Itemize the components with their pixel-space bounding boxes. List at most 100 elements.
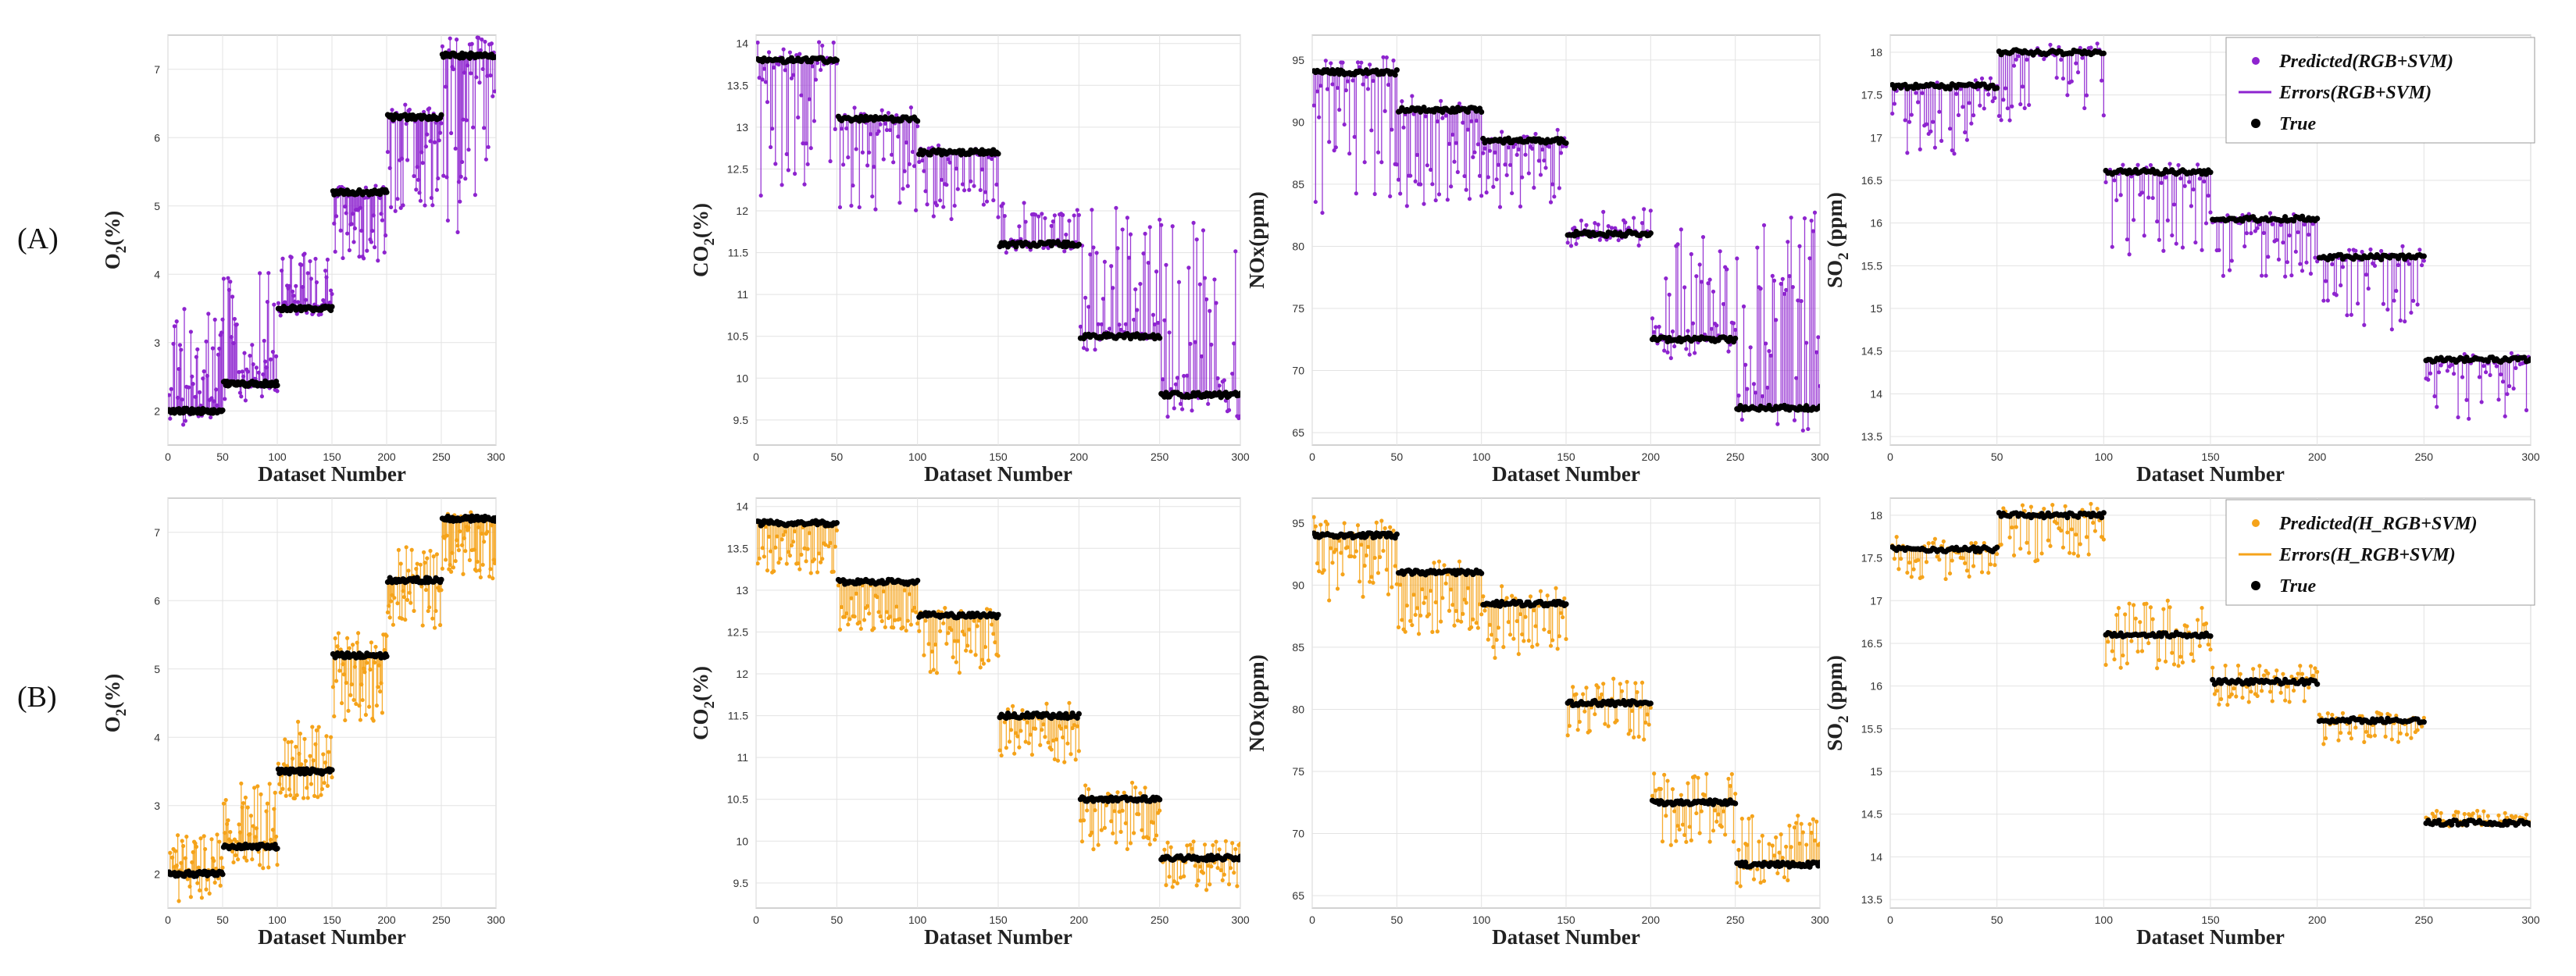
predicted-point <box>2101 113 2106 118</box>
predicted-point <box>415 561 419 566</box>
predicted-point <box>376 258 380 263</box>
predicted-point <box>2417 248 2422 252</box>
predicted-point <box>396 547 401 552</box>
predicted-point <box>1172 406 1176 411</box>
predicted-point <box>440 44 445 49</box>
predicted-point <box>2203 221 2209 226</box>
predicted-point <box>2011 63 2017 68</box>
predicted-point <box>1481 151 1486 155</box>
predicted-point <box>2059 57 2064 62</box>
predicted-point <box>2381 301 2385 306</box>
predicted-point <box>1662 348 1667 353</box>
predicted-point <box>1474 119 1479 123</box>
predicted-point <box>1454 141 1458 145</box>
predicted-point <box>1143 231 1147 236</box>
predicted-point <box>1924 122 1929 126</box>
predicted-point <box>430 616 435 621</box>
predicted-point <box>1415 152 1419 157</box>
y-tick-label: 95 <box>1292 54 1304 66</box>
predicted-point <box>215 403 219 408</box>
true-point <box>2314 216 2321 222</box>
predicted-point <box>1714 323 1719 328</box>
true-point <box>329 767 335 773</box>
predicted-point <box>259 792 263 796</box>
predicted-point <box>1209 342 1214 347</box>
predicted-point <box>1471 155 1475 159</box>
row-label-a: (A) <box>17 223 59 255</box>
y-tick-label: 10.5 <box>727 793 748 806</box>
predicted-point <box>2001 98 2006 102</box>
predicted-point <box>2266 255 2271 259</box>
predicted-point <box>341 662 345 667</box>
predicted-point <box>1156 320 1161 326</box>
predicted-point <box>263 359 268 364</box>
predicted-point <box>378 196 383 201</box>
predicted-point <box>1670 329 1675 334</box>
predicted-point <box>1151 312 1155 317</box>
predicted-point <box>280 786 285 791</box>
predicted-point <box>828 159 833 164</box>
predicted-point <box>2409 310 2414 315</box>
predicted-point <box>1979 76 1985 81</box>
true-point <box>219 871 226 878</box>
y-tick-label: 10 <box>736 835 748 847</box>
predicted-point <box>483 157 489 162</box>
predicted-point <box>259 394 264 399</box>
predicted-point <box>198 390 202 395</box>
predicted-point <box>1443 113 1448 118</box>
predicted-point <box>2488 372 2492 377</box>
predicted-point <box>384 633 389 639</box>
predicted-point <box>237 830 242 835</box>
predicted-point <box>1371 78 1375 84</box>
predicted-point <box>243 795 248 800</box>
predicted-point <box>1109 264 1114 269</box>
predicted-point <box>1515 152 1519 157</box>
predicted-point <box>1320 210 1325 216</box>
predicted-point <box>1146 260 1151 265</box>
predicted-point <box>292 796 297 801</box>
predicted-point <box>2146 195 2151 200</box>
predicted-point <box>1486 175 1490 180</box>
predicted-point <box>2315 259 2320 264</box>
predicted-point <box>938 198 943 203</box>
true-point <box>219 407 226 414</box>
predicted-point <box>423 144 429 149</box>
predicted-point <box>229 335 234 340</box>
predicted-point <box>369 640 373 645</box>
predicted-point <box>485 529 490 534</box>
predicted-point <box>1718 249 1722 254</box>
predicted-point <box>207 891 212 896</box>
predicted-point <box>407 590 412 595</box>
true-point <box>1479 109 1485 115</box>
predicted-point <box>351 212 355 216</box>
predicted-point <box>1996 113 2001 119</box>
predicted-point <box>808 146 813 151</box>
panel-b-o2: 2 3 4 5 6 7 0 50 100 150 200 250 300 Dataset Number O2… <box>101 497 505 949</box>
predicted-point <box>879 108 884 112</box>
predicted-point <box>2165 218 2170 223</box>
predicted-point <box>1199 354 1204 358</box>
predicted-point <box>1001 201 1005 206</box>
predicted-point <box>426 608 430 614</box>
predicted-point <box>955 187 960 191</box>
predicted-point <box>2293 249 2298 254</box>
y-tick-label: 5 <box>154 663 160 675</box>
predicted-point <box>267 782 272 786</box>
predicted-point <box>2014 57 2018 62</box>
predicted-point <box>1973 78 1978 83</box>
predicted-point <box>223 797 228 803</box>
true-point <box>833 57 840 63</box>
predicted-point <box>2084 93 2089 98</box>
predicted-point <box>395 601 400 606</box>
predicted-point <box>283 737 287 742</box>
predicted-point <box>210 346 215 351</box>
predicted-point <box>1475 142 1480 147</box>
predicted-point <box>897 201 902 205</box>
x-tick-label: 50 <box>1991 451 2003 463</box>
predicted-point <box>380 711 384 715</box>
y-tick-label: 70 <box>1292 365 1304 377</box>
predicted-point <box>195 347 200 352</box>
predicted-point <box>934 203 940 208</box>
predicted-point <box>1359 60 1364 65</box>
predicted-point <box>1078 324 1083 329</box>
